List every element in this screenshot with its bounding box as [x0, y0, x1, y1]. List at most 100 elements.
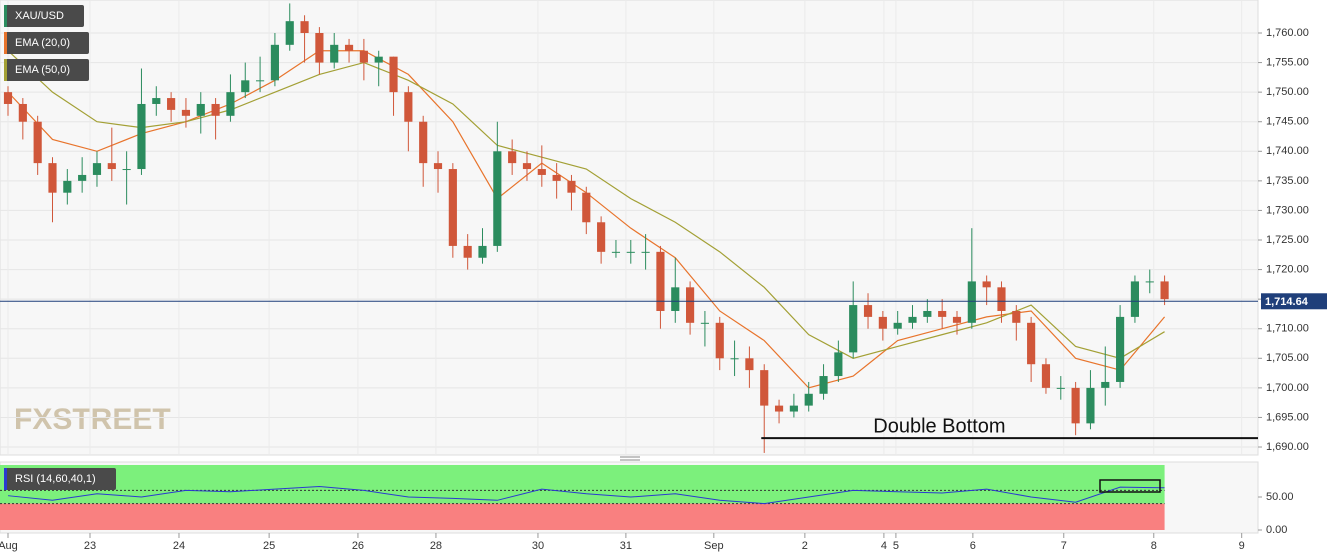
candle-body — [92, 163, 102, 175]
candle-body — [1160, 281, 1169, 300]
legend-swatch — [4, 32, 7, 54]
candle-body — [567, 180, 576, 193]
legend-swatch — [4, 5, 7, 27]
y-tick-label: 1,690.00 — [1266, 441, 1309, 453]
legend-label: EMA (20,0) — [15, 37, 70, 49]
candle-body — [804, 393, 813, 406]
legend-box — [4, 468, 116, 490]
candle-body — [226, 92, 235, 116]
candle-body — [789, 405, 798, 412]
x-tick-label: 2 — [802, 540, 808, 552]
candle-body — [626, 251, 635, 253]
legend-swatch — [4, 468, 7, 490]
candle-body — [107, 163, 116, 170]
candle-body — [760, 370, 769, 406]
last-price-label: 1,714.64 — [1265, 296, 1309, 308]
candle-body — [1145, 281, 1154, 283]
candle-body — [315, 33, 324, 63]
candle-body — [1012, 310, 1021, 323]
legend-box — [4, 59, 89, 81]
candle-body — [404, 92, 413, 122]
candle-body — [952, 316, 962, 323]
x-tick-label: 6 — [970, 540, 976, 552]
legend-label: EMA (50,0) — [15, 64, 70, 76]
legend-box — [4, 5, 84, 27]
y-tick-label: 1,760.00 — [1266, 27, 1309, 39]
candle-body — [671, 287, 680, 311]
x-tick-label: 28 — [430, 540, 442, 552]
candle-body — [78, 174, 87, 181]
y-tick-label: 1,755.00 — [1266, 56, 1309, 68]
candle-body — [834, 352, 843, 377]
candle-body — [641, 251, 650, 253]
last-price-box — [1261, 293, 1327, 310]
candle-body — [419, 121, 428, 164]
candle-body — [537, 169, 546, 175]
rsi-zone-high — [0, 465, 1165, 504]
candle-body — [478, 245, 487, 258]
rsi-title: RSI (14,60,40,1) — [15, 473, 96, 485]
candle-body — [359, 50, 368, 63]
candle-body — [656, 251, 665, 311]
annotation-text: Double Bottom — [873, 415, 1005, 437]
candle-body — [508, 151, 517, 164]
x-tick-label: 23 — [84, 540, 96, 552]
legend-swatch — [4, 59, 7, 81]
candle-body — [122, 169, 131, 171]
candle-body — [967, 281, 976, 323]
candle-body — [330, 44, 339, 63]
candle-body — [1086, 387, 1095, 424]
candle-body — [1071, 387, 1080, 424]
candle-body — [849, 305, 858, 353]
rsi-highlight-box — [1099, 479, 1161, 493]
rsi-line — [7, 485, 1165, 505]
candle-body — [241, 80, 250, 93]
legend-box — [4, 32, 89, 54]
candle-body — [982, 281, 991, 288]
y-tick-label: 1,705.00 — [1266, 352, 1309, 364]
candle-body — [181, 109, 191, 116]
candle-body — [493, 151, 502, 246]
candle-body — [863, 305, 873, 317]
candle-body — [819, 376, 828, 394]
candle-body — [908, 316, 917, 323]
y-tick-label: 1,700.00 — [1266, 382, 1309, 394]
x-tick-label: Aug — [0, 540, 18, 552]
candle-body — [463, 245, 472, 258]
candle-body — [715, 322, 724, 359]
y-tick-label: 1,745.00 — [1266, 116, 1309, 128]
candle-body — [374, 56, 383, 63]
candle-body — [923, 310, 932, 317]
candle-body — [48, 163, 57, 193]
x-tick-label: 7 — [1061, 540, 1067, 552]
candle-body — [522, 163, 532, 170]
x-tick-label: 9 — [1239, 540, 1245, 552]
candle-body — [300, 21, 309, 34]
candle-body — [611, 251, 621, 253]
x-tick-label: 24 — [173, 540, 185, 552]
candle-body — [344, 44, 354, 51]
y-tick-label: 1,710.00 — [1266, 323, 1309, 335]
candle-body — [63, 180, 72, 193]
legend: XAU/USD EMA (20,0) EMA (50,0) RSI (14,60… — [4, 5, 116, 490]
candle-body — [1116, 316, 1125, 382]
candle-body — [686, 287, 695, 323]
candle-body — [1101, 381, 1110, 388]
candle-body — [774, 405, 784, 412]
candle-body — [196, 103, 205, 116]
legend-label: XAU/USD — [15, 10, 64, 22]
y-tick-label: 1,730.00 — [1266, 204, 1309, 216]
candle-body — [211, 103, 220, 116]
y-tick-label: 50.00 — [1266, 491, 1294, 503]
y-tick-label: 1,725.00 — [1266, 234, 1309, 246]
candle-body — [552, 174, 561, 181]
x-tick-label: 25 — [263, 540, 275, 552]
candle-body — [597, 222, 606, 252]
candle-body — [730, 358, 739, 360]
candle-body — [137, 103, 146, 170]
candle-body — [389, 56, 398, 93]
candle-body — [3, 92, 13, 104]
x-tick-label: 8 — [1151, 540, 1157, 552]
candle-body — [938, 310, 947, 317]
